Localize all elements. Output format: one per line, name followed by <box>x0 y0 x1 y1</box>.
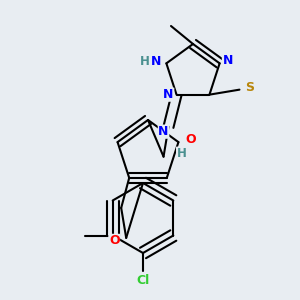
Text: S: S <box>245 81 254 94</box>
Text: H: H <box>177 147 187 160</box>
Text: N: N <box>222 54 233 67</box>
Text: Cl: Cl <box>136 274 150 287</box>
Text: O: O <box>185 133 196 146</box>
Text: O: O <box>109 234 119 248</box>
Text: N: N <box>164 88 174 101</box>
Text: N: N <box>158 125 169 138</box>
Text: H: H <box>140 55 149 68</box>
Text: N: N <box>151 55 162 68</box>
